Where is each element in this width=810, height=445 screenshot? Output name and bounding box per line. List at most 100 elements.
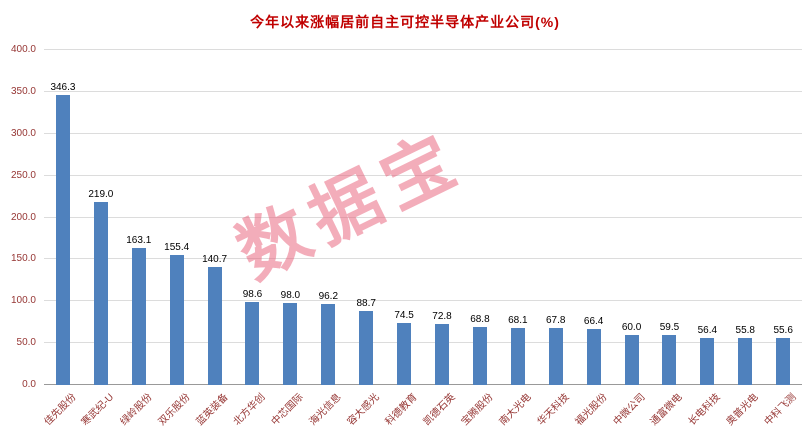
bar bbox=[662, 335, 677, 385]
bar bbox=[207, 267, 222, 385]
bar-value-label: 98.6 bbox=[242, 289, 263, 301]
y-axis-tick-label: 350.0 bbox=[10, 85, 36, 97]
bar-group: 68.8 宝腾股份 bbox=[459, 50, 499, 428]
bar-value-label: 68.1 bbox=[508, 314, 528, 326]
bar bbox=[510, 327, 525, 385]
gridline bbox=[44, 342, 802, 344]
bar-group: 346.3 佳先股份 bbox=[42, 50, 82, 428]
bar bbox=[93, 201, 108, 385]
x-axis-label: 中科飞测 bbox=[762, 391, 799, 428]
bar-group: 96.2 海光信息 bbox=[308, 50, 347, 427]
bar bbox=[397, 322, 412, 385]
plot-area: 346.3 佳先股份 219.0 寒武纪-U 163.1 绿岭股份 155.4 双乐股份 140… bbox=[42, 49, 802, 429]
bar-group: 74.5 科德教育 bbox=[384, 50, 423, 428]
bar-group: 98.6 北方华创 bbox=[232, 50, 272, 427]
bar-value-label: 163.1 bbox=[126, 235, 152, 247]
x-axis-label: 凯德石英 bbox=[421, 391, 458, 428]
x-axis-label: 容大感光 bbox=[345, 391, 382, 428]
bar-group: 67.8 华天科技 bbox=[535, 50, 575, 428]
bar bbox=[738, 338, 753, 385]
bar bbox=[624, 334, 639, 385]
x-axis-label: 中微公司 bbox=[611, 391, 648, 428]
bar bbox=[131, 248, 146, 385]
bar-value-label: 219.0 bbox=[88, 188, 114, 200]
bar bbox=[245, 302, 260, 385]
bar bbox=[283, 302, 298, 385]
gridline bbox=[44, 49, 802, 50]
x-axis-label: 长电科技 bbox=[686, 391, 723, 428]
x-axis-label: 中芯国际 bbox=[269, 391, 306, 428]
bar-group: 163.1 绿岭股份 bbox=[118, 50, 158, 427]
bar-group: 219.0 寒武纪-U bbox=[80, 50, 120, 429]
x-axis-label: 双乐股份 bbox=[156, 391, 193, 428]
bar-value-label: 67.8 bbox=[546, 315, 566, 327]
y-axis-tick-label: 200.0 bbox=[10, 211, 36, 223]
bar bbox=[700, 337, 715, 385]
gridline bbox=[44, 216, 802, 218]
bar-value-label: 66.4 bbox=[583, 316, 604, 328]
bar-group: 55.8 奥普光电 bbox=[725, 50, 764, 428]
bar bbox=[586, 329, 601, 385]
y-axis-tick-label: 150.0 bbox=[10, 253, 36, 265]
x-axis-label: 北方华创 bbox=[232, 391, 269, 428]
bar-value-label: 56.4 bbox=[697, 324, 718, 336]
bar-group: 155.4 双乐股份 bbox=[156, 50, 196, 428]
bar-group: 59.5 通富微电 bbox=[649, 50, 689, 428]
bar-group: 88.7 容大感光 bbox=[346, 50, 385, 428]
gridline bbox=[44, 174, 802, 176]
bar-value-label: 155.4 bbox=[164, 241, 190, 253]
y-axis-tick-label: 50.0 bbox=[16, 337, 36, 349]
y-axis-tick-label: 100.0 bbox=[10, 295, 36, 307]
x-axis-label: 福光股份 bbox=[573, 391, 610, 428]
bar bbox=[776, 338, 791, 385]
bar-group: 98.0 中芯国际 bbox=[270, 50, 309, 428]
bar-value-label: 72.8 bbox=[432, 311, 452, 323]
bars-container: 346.3 佳先股份 219.0 寒武纪-U 163.1 绿岭股份 155.4 双乐股份 140… bbox=[42, 50, 802, 429]
bar-value-label: 98.0 bbox=[280, 289, 301, 301]
gridline bbox=[44, 258, 802, 260]
bar bbox=[169, 254, 184, 385]
gridline bbox=[44, 300, 802, 302]
x-axis-label: 寒武纪-U bbox=[80, 391, 117, 429]
bar bbox=[435, 324, 450, 385]
bar-value-label: 59.5 bbox=[659, 322, 680, 334]
bar bbox=[359, 310, 374, 385]
x-axis-label: 奥普光电 bbox=[724, 391, 761, 428]
x-axis-label: 海光信息 bbox=[307, 391, 344, 428]
bar-value-label: 55.8 bbox=[735, 325, 755, 337]
y-axis-tick-label: 250.0 bbox=[10, 169, 36, 181]
x-axis-line bbox=[44, 384, 802, 385]
x-axis-label: 科德教育 bbox=[383, 391, 420, 428]
y-axis-tick-label: 400.0 bbox=[10, 44, 36, 55]
x-axis-label: 绿岭股份 bbox=[118, 391, 155, 428]
bar-group: 68.1 南大光电 bbox=[497, 50, 537, 428]
bar-group: 140.7 蓝英装备 bbox=[194, 50, 234, 428]
bar-group: 60.0 中微公司 bbox=[611, 50, 651, 428]
bar-value-label: 55.6 bbox=[773, 325, 793, 337]
y-axis-tick-label: 0.0 bbox=[22, 379, 36, 390]
bar-group: 56.4 长电科技 bbox=[687, 50, 726, 428]
bar-value-label: 96.2 bbox=[318, 291, 339, 303]
bar bbox=[321, 304, 336, 385]
x-axis-label: 宝腾股份 bbox=[459, 391, 496, 428]
x-axis-label: 华天科技 bbox=[535, 391, 572, 428]
gridline bbox=[44, 132, 802, 134]
bar-value-label: 60.0 bbox=[621, 321, 642, 333]
bar-group: 66.4 福光股份 bbox=[573, 50, 613, 428]
x-axis-label: 通富微电 bbox=[648, 391, 686, 428]
chart-title: 今年以来涨幅居前自主可控半导体产业公司(%) bbox=[250, 14, 560, 30]
bar bbox=[55, 94, 70, 385]
x-axis-label: 南大光电 bbox=[497, 391, 534, 428]
bar-value-label: 346.3 bbox=[50, 81, 76, 93]
x-axis-label: 蓝英装备 bbox=[194, 391, 231, 428]
y-axis: 0.0 50.0 100.0 150.0 200.0 250.0 300.0 350.0 400… bbox=[0, 44, 40, 390]
bar-value-label: 68.8 bbox=[470, 314, 490, 326]
x-axis-label: 佳先股份 bbox=[42, 391, 79, 428]
bar bbox=[472, 327, 487, 385]
gridline bbox=[44, 90, 802, 92]
bar-value-label: 140.7 bbox=[202, 254, 228, 266]
bar bbox=[548, 328, 563, 385]
bar-value-label: 74.5 bbox=[394, 309, 414, 321]
y-axis-tick-label: 300.0 bbox=[10, 127, 36, 139]
bar-group: 72.8 凯德石英 bbox=[422, 50, 461, 428]
